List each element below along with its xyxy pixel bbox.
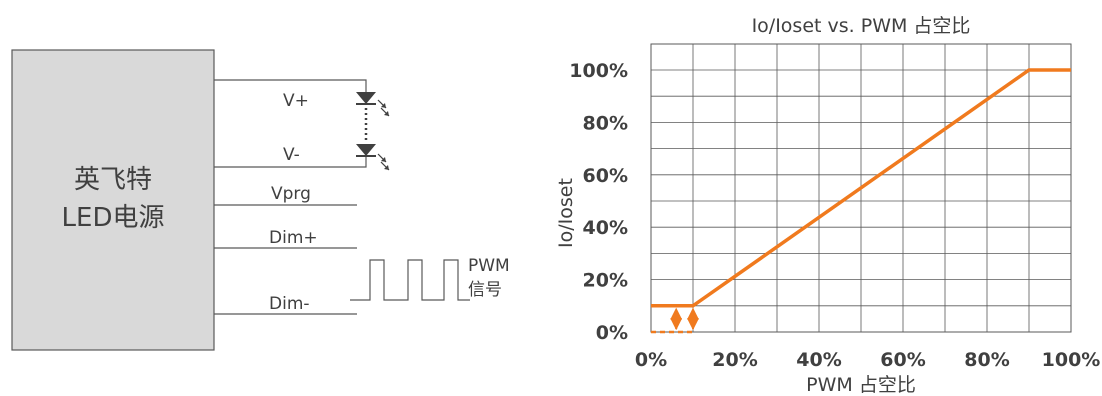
led-icon — [356, 144, 390, 171]
y-tick-label: 0% — [596, 322, 628, 344]
driver-label-line2: LED电源 — [62, 203, 165, 233]
x-tick-label: 100% — [1042, 349, 1101, 371]
y-tick-labels: 0% 20% 40% 60% 80% 100% — [569, 60, 628, 344]
y-tick-label: 20% — [583, 270, 628, 292]
plot-frame — [650, 43, 1072, 333]
y-tick-label: 80% — [583, 112, 628, 134]
pin-label-dim-minus: Dim- — [269, 294, 310, 314]
led-icon — [356, 92, 390, 117]
x-tick-label: 80% — [964, 349, 1009, 371]
series-line — [651, 68, 1071, 308]
pwm-signal-wave — [350, 259, 470, 301]
annotations — [670, 307, 699, 331]
pin-label-vminus: V- — [283, 145, 300, 165]
y-tick-label: 40% — [583, 217, 628, 239]
series-group — [651, 68, 1071, 334]
signal-label-line1: PWM — [468, 256, 510, 276]
led-driver-box — [11, 49, 215, 351]
x-tick-labels: 0% 20% 40% 60% 80% 100% — [635, 349, 1100, 371]
x-tick-label: 60% — [880, 349, 925, 371]
signal-label-line2: 信号 — [468, 280, 502, 300]
x-tick-label: 40% — [796, 349, 841, 371]
wire-vminus — [214, 156, 367, 168]
chart: Io/Ioset vs. PWM 占空比 0%20%40%60%80%100% … — [555, 15, 1100, 396]
chart-title: Io/Ioset vs. PWM 占空比 — [752, 15, 971, 37]
driver-label-line1: 英飞特 — [74, 165, 152, 195]
x-tick-label: 20% — [712, 349, 757, 371]
pin-label-vplus: V+ — [283, 91, 309, 111]
pin-label-vprg: Vprg — [271, 184, 311, 204]
wire-vplus — [214, 79, 367, 92]
x-axis-label: PWM 占空比 — [806, 374, 916, 396]
wiring-diagram: 英飞特 LED电源 V+ V- Vprg Dim+ Dim- — [11, 49, 510, 351]
y-tick-label: 100% — [569, 60, 628, 82]
pin-label-dim-plus: Dim+ — [269, 228, 318, 248]
x-tick-label: 0% — [635, 349, 667, 371]
grid — [651, 43, 1071, 332]
y-axis-label: Io/Ioset — [555, 178, 577, 248]
y-tick-label: 60% — [583, 165, 628, 187]
